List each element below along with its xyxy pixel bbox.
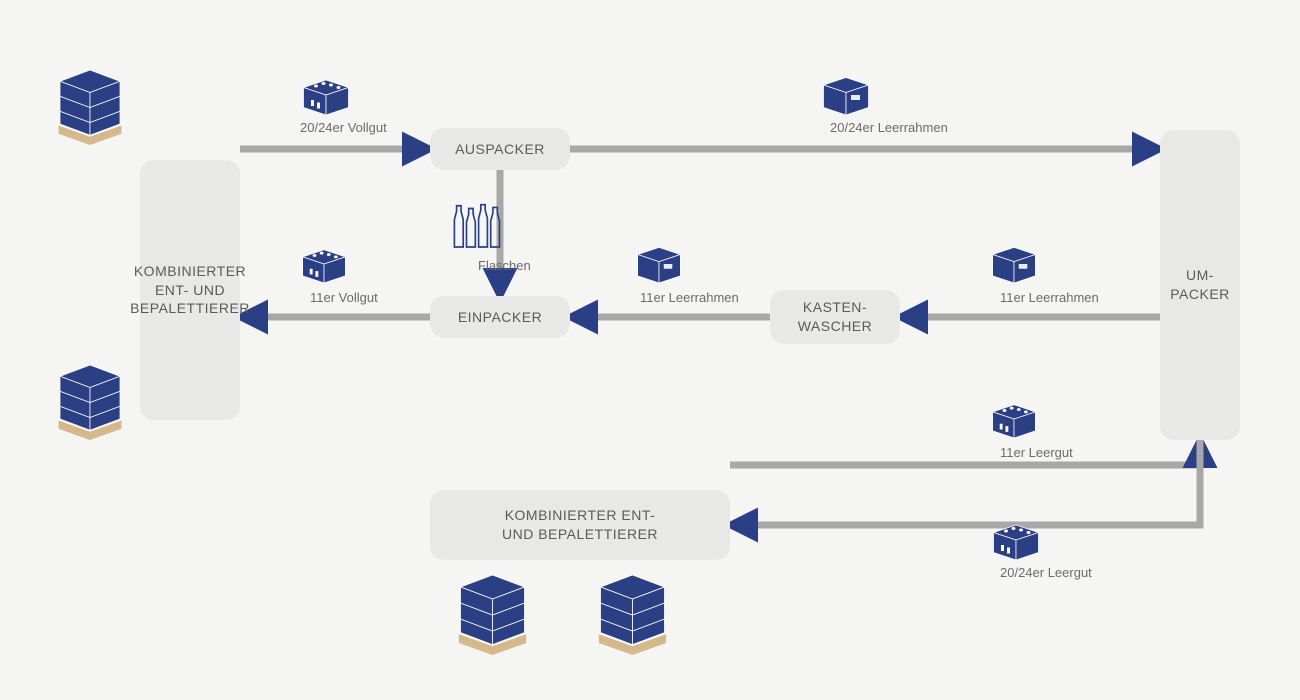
node-umpack: UM-PACKER [1160,130,1240,440]
edge-label-e8: 20/24er Leergut [1000,565,1092,580]
crate-full-icon [990,400,1038,443]
crate-box-icon [990,245,1038,288]
edge-umpack-depal2 [730,440,1200,525]
edge-label-e1: 20/24er Vollgut [300,120,387,135]
crate-full-icon [990,520,1042,565]
edge-label-e3: Flaschen [478,258,531,273]
edge-label-e7: 11er Leergut [1000,445,1073,460]
crate-box-icon [635,245,683,288]
edge-label-e5: 11er Leerrahmen [640,290,739,305]
pallet-crates-icon [50,365,130,445]
pallet-crates-icon [50,70,130,150]
edge-label-e6: 11er Leerrahmen [1000,290,1099,305]
node-einpack: EINPACKER [430,296,570,338]
crate-box-icon [820,75,872,120]
node-wascher: KASTEN-WASCHER [770,290,900,344]
bottles-icon [450,200,505,255]
crate-full-icon [300,245,348,288]
crate-full-icon [300,75,352,120]
pallet-crates-icon [590,575,675,660]
edge-label-e2: 20/24er Leerrahmen [830,120,948,135]
pallet-crates-icon [450,575,535,660]
edge-label-e4: 11er Vollgut [310,290,378,305]
node-auspack: AUSPACKER [430,128,570,170]
node-depal: KOMBINIERTERENT- UNDBEPALETTIERER [140,160,240,420]
edge-depal2-umpack [730,440,1200,465]
node-depal2: KOMBINIERTER ENT-UND BEPALETTIERER [430,490,730,560]
